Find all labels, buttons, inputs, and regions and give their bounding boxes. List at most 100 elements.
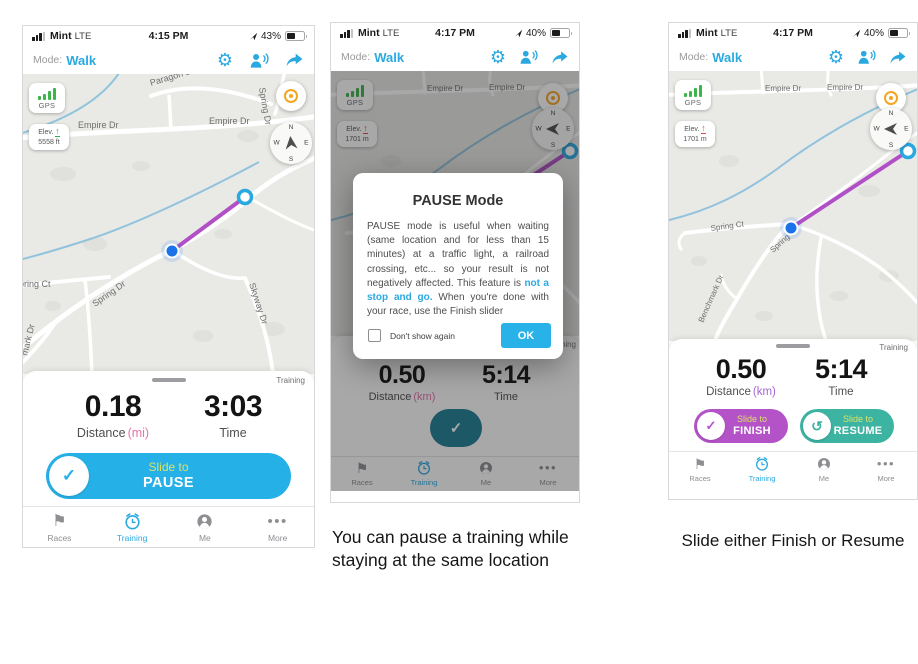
settings-gear-icon[interactable]: ⚙ (489, 47, 506, 67)
nav-training[interactable]: Training (96, 507, 169, 547)
battery-percent: 40% (863, 27, 884, 39)
settings-gear-icon[interactable]: ⚙ (216, 50, 233, 70)
pause-confirm-button[interactable]: ✓ (430, 409, 482, 447)
more-dots-icon: ••• (267, 513, 288, 530)
status-bar: Mint LTE 4:15 PM 43% (23, 26, 314, 46)
flag-icon: ⚑ (693, 455, 707, 472)
pause-slider-knob[interactable]: ✓ (49, 456, 89, 496)
network-label: LTE (382, 27, 400, 39)
distance-unit: (mi) (127, 425, 150, 440)
voice-coach-icon[interactable] (519, 49, 538, 65)
map-view[interactable]: Paragon Dr Empire Dr Empire Dr Spring Ct… (23, 74, 314, 374)
slide-to-finish[interactable]: ✓ Slide to FINISH (694, 409, 788, 443)
settings-gear-icon[interactable]: ⚙ (827, 47, 844, 67)
nav-races[interactable]: ⚑ Races (331, 457, 393, 491)
network-label: LTE (74, 30, 92, 42)
slide-to-resume[interactable]: ↺ Slide to RESUME (800, 409, 894, 443)
status-time: 4:17 PM (773, 27, 813, 39)
flag-icon: ⚑ (52, 512, 67, 530)
flag-icon: ⚑ (355, 460, 369, 476)
slide-to-pause[interactable]: ✓ Slide to PAUSE (46, 453, 291, 499)
status-bar: Mint LTE 4:17 PM 40% (669, 23, 917, 43)
street-label: Empire Dr (489, 83, 525, 92)
compass-e: E (904, 125, 909, 133)
compass-s: S (888, 141, 894, 149)
mode-value[interactable]: Walk (712, 49, 743, 65)
compass[interactable]: N W E S (270, 122, 312, 164)
history-clock-icon: ↺ (811, 417, 823, 434)
distance-unit: (km) (752, 386, 776, 399)
mode-value[interactable]: Walk (66, 52, 97, 68)
finish-slider-knob[interactable]: ✓ (697, 412, 725, 440)
battery-icon (550, 28, 572, 38)
locate-target-icon (546, 91, 560, 105)
gps-badge[interactable]: GPS (675, 80, 711, 110)
locate-me-button[interactable] (276, 81, 306, 111)
nav-more-label: More (877, 474, 895, 483)
modal-body-text: PAUSE mode is useful when waiting (same … (367, 221, 549, 289)
current-position-dot (783, 220, 799, 236)
alarm-clock-icon (125, 513, 140, 530)
share-icon[interactable] (551, 50, 569, 65)
nav-races-label: Races (689, 474, 711, 483)
nav-training[interactable]: Training (393, 457, 455, 491)
pause-mode-modal: PAUSE Mode PAUSE mode is useful when wai… (353, 173, 563, 359)
gps-badge[interactable]: GPS (29, 83, 65, 113)
nav-training[interactable]: Training (731, 452, 793, 487)
nav-me[interactable]: Me (793, 452, 855, 487)
mode-value[interactable]: Walk (374, 49, 405, 65)
map-view[interactable]: Empire Dr Empire Dr Spring Ct Spring Dr … (669, 71, 917, 341)
elevation-badge[interactable]: Elev. ↑ 5558 ft (29, 124, 69, 150)
ok-button[interactable]: OK (501, 323, 551, 348)
resume-text: RESUME (833, 424, 883, 437)
modal-body: PAUSE mode is useful when waiting (same … (367, 220, 549, 319)
elevation-badge[interactable]: Elev. ↑ 1701 m (337, 121, 377, 147)
compass-w: W (273, 139, 280, 147)
nav-me[interactable]: Me (455, 457, 517, 491)
nav-races[interactable]: ⚑ Races (23, 507, 96, 547)
compass-needle-icon (884, 123, 897, 135)
elev-label: Elev. (346, 125, 362, 133)
training-panel: Training 0.18 Distance (mi) 3:03 Time ✓ S… (23, 371, 314, 506)
voice-coach-icon[interactable] (249, 52, 269, 69)
slide-to-text: Slide to (148, 460, 189, 475)
time-label: Time (219, 425, 247, 440)
drag-handle[interactable] (151, 378, 186, 382)
locate-target-icon (284, 89, 298, 103)
signal-icon (678, 28, 691, 38)
nav-more-label: More (267, 533, 288, 543)
voice-coach-icon[interactable] (857, 49, 876, 65)
share-icon[interactable] (285, 52, 304, 68)
nav-more[interactable]: ••• More (241, 507, 314, 547)
nav-more[interactable]: ••• More (855, 452, 917, 487)
caption-slide: Slide either Finish or Resume (681, 531, 905, 550)
share-icon[interactable] (889, 50, 907, 65)
resume-slider-knob[interactable]: ↺ (803, 412, 831, 440)
nav-more[interactable]: ••• More (517, 457, 579, 491)
elevation-badge[interactable]: Elev. ↑ 1701 m (675, 121, 715, 147)
slide-to-text: Slide to (842, 414, 874, 424)
compass-s: S (550, 141, 556, 149)
bottom-nav: ⚑ Races Training Me ••• More (669, 451, 917, 487)
compass-n: N (288, 123, 294, 131)
nav-races[interactable]: ⚑ Races (669, 452, 731, 487)
battery-percent: 43% (260, 30, 281, 42)
street-label: Empire Dr (427, 84, 463, 93)
compass-e: E (304, 139, 309, 147)
nav-me[interactable]: Me (169, 507, 242, 547)
drag-handle[interactable] (776, 344, 810, 348)
compass[interactable]: N W E S (532, 108, 574, 150)
app-header: Mode: Walk ⚙ (23, 46, 314, 74)
battery-icon (888, 28, 910, 38)
phone-screenshot-2: Mint LTE 4:17 PM 40% Mode: Walk ⚙ (330, 22, 580, 503)
person-icon (818, 457, 830, 470)
dont-show-again-checkbox[interactable] (368, 329, 381, 342)
elev-value: 1701 m (683, 136, 707, 143)
alarm-clock-icon (418, 461, 430, 475)
status-time: 4:17 PM (435, 27, 475, 39)
locate-target-icon (884, 91, 898, 105)
elevation-down-icon: ↑ (363, 123, 368, 134)
gps-badge[interactable]: GPS (337, 80, 373, 110)
compass[interactable]: N W E S (870, 108, 912, 150)
